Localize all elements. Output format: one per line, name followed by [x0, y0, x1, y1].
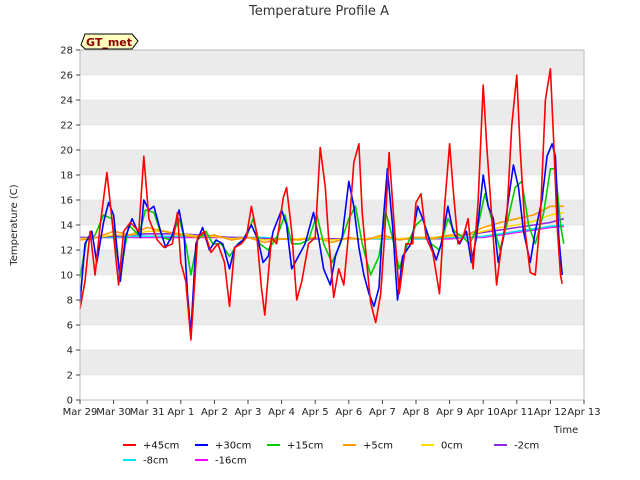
x-tick-label: Apr 10: [467, 407, 500, 418]
y-tick-label: 18: [60, 171, 73, 182]
legend-label: -2cm: [514, 441, 539, 452]
y-tick-label: 20: [60, 146, 73, 157]
legend-label: +45cm: [143, 441, 179, 452]
station-label-box: GT_met: [80, 33, 139, 50]
x-axis-title: Time: [553, 425, 578, 436]
y-tick-label: 10: [60, 271, 73, 282]
grid-band: [80, 200, 584, 225]
chart-title: Temperature Profile A: [248, 4, 389, 19]
x-tick-label: Apr 11: [500, 407, 533, 418]
grid-band: [80, 300, 584, 325]
x-tick-label: Mar 30: [96, 407, 131, 418]
y-tick-label: 4: [67, 346, 73, 357]
x-tick-label: Mar 31: [130, 407, 165, 418]
y-tick-label: 8: [67, 296, 73, 307]
legend-label: +30cm: [215, 441, 251, 452]
station-label: GT_met: [86, 36, 132, 49]
grid-band: [80, 150, 584, 175]
x-tick-label: Apr 8: [403, 407, 430, 418]
x-tick-label: Apr 4: [268, 407, 295, 418]
legend-label: +15cm: [287, 441, 323, 452]
y-tick-label: 26: [60, 71, 73, 82]
y-tick-label: 28: [60, 46, 73, 57]
legend-label: -16cm: [215, 456, 247, 467]
x-tick-label: Apr 5: [302, 407, 329, 418]
x-tick-label: Apr 1: [167, 407, 194, 418]
legend-label: 0cm: [441, 441, 463, 452]
x-tick-label: Mar 29: [63, 407, 98, 418]
y-tick-label: 22: [60, 121, 73, 132]
x-tick-label: Apr 6: [335, 407, 362, 418]
y-tick-label: 12: [60, 246, 73, 257]
series-line-45cm: [79, 68, 563, 341]
grid-band: [80, 50, 584, 75]
y-tick-label: 2: [67, 371, 73, 382]
legend: +45cm +30cm +15cm +5cm 0cm -2cm -8cm -16cm: [123, 441, 539, 467]
y-tick-label: 14: [60, 221, 73, 232]
x-tick-label: Apr 12: [534, 407, 567, 418]
y-tick-label: 16: [60, 196, 73, 207]
legend-label: +5cm: [363, 441, 393, 452]
legend-label: -8cm: [143, 456, 168, 467]
x-tick-label: Apr 13: [567, 407, 600, 418]
x-tick-label: Apr 9: [436, 407, 463, 418]
series-lines: [79, 68, 565, 341]
x-tick-label: Apr 7: [369, 407, 396, 418]
y-tick-label: 24: [60, 96, 73, 107]
grid-band: [80, 350, 584, 375]
x-tick-label: Apr 3: [235, 407, 262, 418]
y-tick-label: 0: [67, 396, 73, 407]
y-tick-label: 6: [67, 321, 73, 332]
x-tick-label: Apr 2: [201, 407, 228, 418]
grid-band: [80, 100, 584, 125]
y-axis-title: Temperature (C): [9, 184, 20, 266]
